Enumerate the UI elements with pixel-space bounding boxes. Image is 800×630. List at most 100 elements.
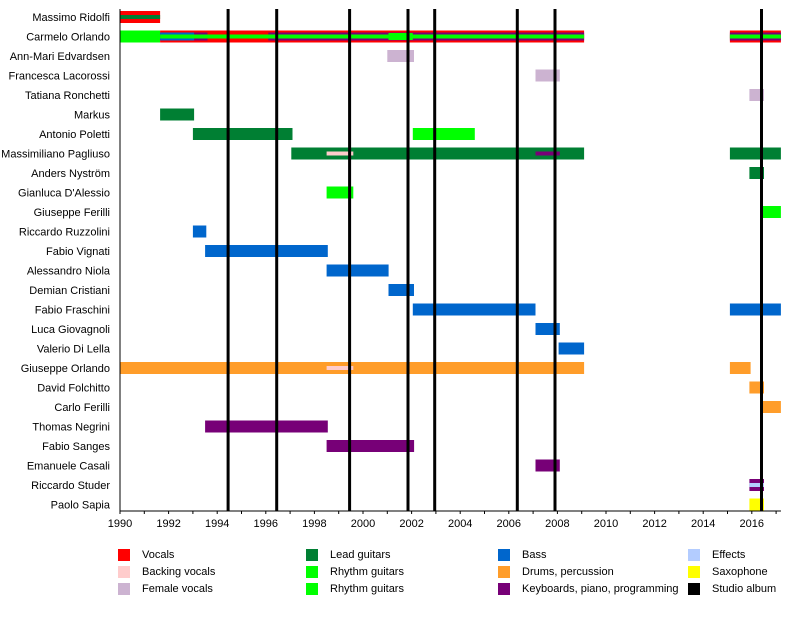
x-tick-label: 1990 [108, 518, 132, 530]
member-label: Valerio Di Lella [37, 344, 111, 356]
x-tick-label: 2004 [448, 518, 472, 530]
album-line [553, 9, 557, 511]
x-tick-label: 1992 [156, 518, 180, 530]
legend-swatch [688, 549, 700, 561]
bar-effects [749, 483, 764, 487]
member-label: Antonio Poletti [39, 129, 110, 141]
legend-label: Saxophone [712, 566, 768, 578]
member-label: Emanuele Casali [27, 461, 110, 473]
bar-rhythm [388, 33, 413, 40]
legend-label: Keyboards, piano, programming [522, 583, 679, 595]
legend-label: Vocals [142, 549, 175, 561]
member-label: Francesca Lacorossi [9, 71, 111, 83]
bar-rhythm [761, 206, 781, 218]
bar-keys [326, 440, 415, 452]
bar-lead [192, 128, 293, 140]
member-label: Demian Cristiani [29, 285, 110, 297]
bar-bass [388, 284, 414, 296]
legend-item-keys: Keyboards, piano, programming [498, 582, 679, 596]
member-label: Massimo Ridolfi [32, 12, 110, 24]
bar-rhythm [120, 30, 161, 43]
bar-lead [291, 147, 585, 160]
legend-swatch [118, 549, 130, 561]
x-tick-label: 1996 [254, 518, 278, 530]
member-label: Giuseppe Ferilli [34, 207, 110, 219]
bar-bass [192, 225, 207, 238]
legend-item-album: Studio album [688, 582, 776, 596]
bar-bass [412, 303, 536, 316]
legend: Vocals Backing vocals Female vocals Lead gu… [0, 548, 800, 608]
legend-swatch [306, 549, 318, 561]
legend-swatch [498, 583, 510, 595]
x-tick-label: 2012 [642, 518, 666, 530]
member-label: Giuseppe Orlando [21, 363, 110, 375]
album-line [348, 9, 352, 511]
legend-swatch [498, 549, 510, 561]
bar-keys [535, 151, 560, 156]
member-label: David Folchitto [37, 383, 110, 395]
x-tick-label: 1994 [205, 518, 229, 530]
legend-item-bass: Bass [498, 548, 546, 562]
legend-label: Lead guitars [330, 549, 391, 561]
legend-label: Backing vocals [142, 566, 216, 578]
bar-bass [558, 342, 585, 355]
legend-swatch [498, 566, 510, 578]
bar-drums [729, 362, 751, 374]
bar-backing [326, 151, 354, 156]
bar-backing [326, 366, 354, 370]
album-line [515, 9, 519, 511]
bar-rhythm [326, 186, 354, 199]
bar-bass [326, 264, 389, 277]
timeline-chart: Massimo Ridolfi Carmelo Orlando Ann-Mari E… [1, 9, 781, 530]
bars-layer [120, 11, 781, 511]
member-label: Thomas Negrini [32, 422, 110, 434]
bar-bass [729, 303, 781, 316]
member-label: Tatiana Ronchetti [25, 90, 110, 102]
legend-label: Studio album [712, 583, 777, 595]
x-tick-label: 2006 [497, 518, 521, 530]
member-label: Riccardo Studer [31, 480, 110, 492]
legend-swatch [118, 566, 130, 578]
legend-swatch [688, 566, 700, 578]
member-label: Alessandro Niola [27, 266, 111, 278]
legend-swatch [306, 566, 318, 578]
bar-lead [160, 108, 195, 121]
bar-lead [729, 147, 781, 160]
legend-item-vocals: Vocals [118, 548, 174, 562]
x-tick-label: 2002 [399, 518, 423, 530]
legend-label: Bass [522, 549, 547, 561]
x-tick-label: 2000 [351, 518, 375, 530]
x-tick-label: 2016 [740, 518, 764, 530]
x-tick-label: 2008 [545, 518, 569, 530]
legend-item-rhythm2: Rhythm guitars [306, 582, 404, 596]
bar-drums [761, 401, 781, 413]
bar-keys [205, 420, 328, 433]
legend-item-backing: Backing vocals [118, 565, 215, 579]
x-tick-label: 1998 [302, 518, 326, 530]
album-line [226, 9, 230, 511]
member-label: Luca Giovagnoli [31, 324, 110, 336]
album-line [433, 9, 437, 511]
legend-item-sax: Saxophone [688, 565, 768, 579]
album-line [275, 9, 279, 511]
album-line [760, 9, 763, 511]
member-label: Riccardo Ruzzolini [19, 227, 110, 239]
bar-bass [205, 245, 328, 257]
bar-lead [120, 15, 161, 19]
member-label: Massimiliano Pagliuso [1, 149, 110, 161]
legend-label: Rhythm guitars [330, 583, 404, 595]
legend-label: Female vocals [142, 583, 213, 595]
legend-item-female: Female vocals [118, 582, 213, 596]
legend-item-rhythm: Rhythm guitars [306, 565, 404, 579]
member-label: Carmelo Orlando [26, 32, 110, 44]
x-tick-label: 2010 [594, 518, 618, 530]
member-label: Anders Nyström [31, 168, 110, 180]
member-label: Fabio Vignati [46, 246, 110, 258]
album-lines [226, 9, 763, 511]
bar-rhythm [160, 34, 585, 39]
member-label: Ann-Mari Edvardsen [10, 51, 110, 63]
legend-item-drums: Drums, percussion [498, 565, 614, 579]
bar-rhythm [729, 34, 781, 39]
member-label: Fabio Fraschini [35, 305, 110, 317]
album-line [406, 9, 410, 511]
